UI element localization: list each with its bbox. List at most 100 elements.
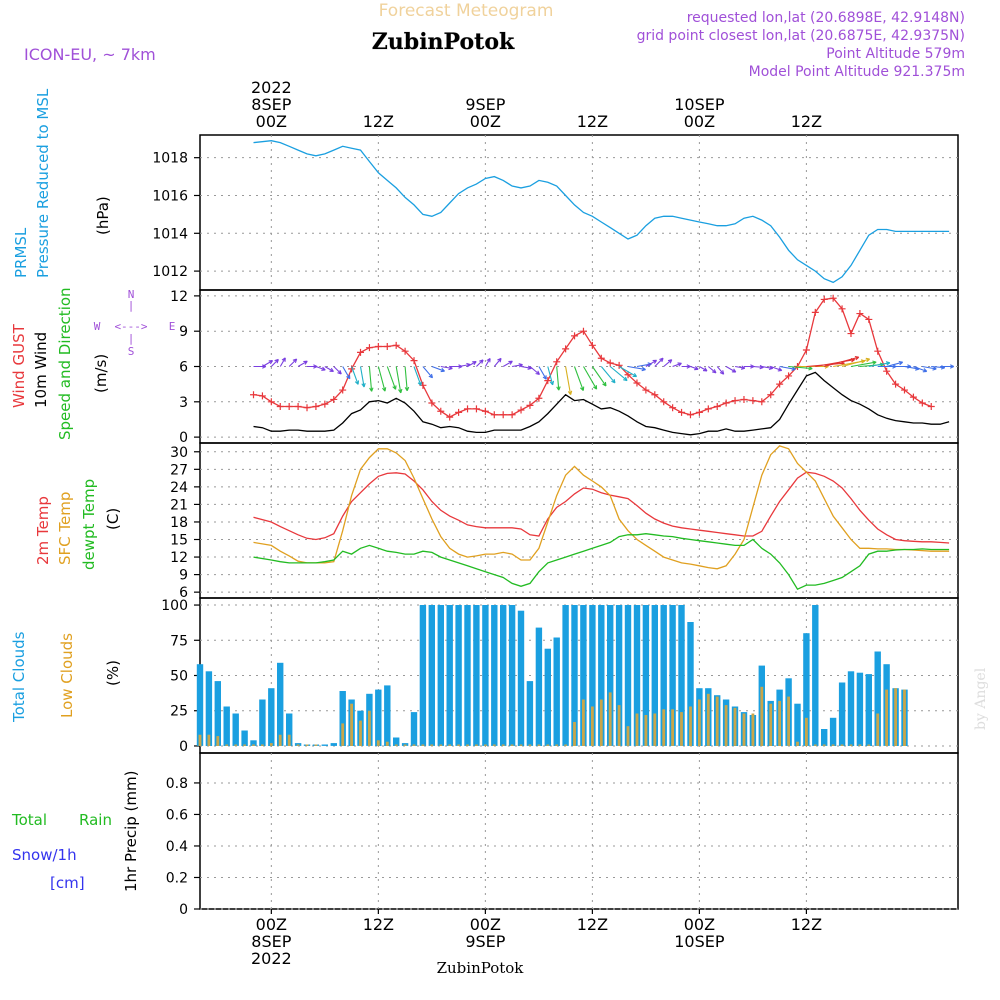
gust-marker — [303, 404, 311, 412]
low-cloud-bar — [617, 705, 621, 746]
low-cloud-bar — [492, 744, 496, 746]
wind-arrow — [618, 366, 638, 378]
panel-0: 1012 1014 1016 1018 — [152, 134, 959, 291]
gust-marker — [927, 403, 935, 411]
gust-marker — [294, 403, 302, 411]
low-cloud-bar — [751, 713, 755, 746]
gust-marker — [258, 392, 266, 400]
total-cloud-bar — [259, 699, 266, 746]
total-cloud-bar — [455, 605, 462, 746]
wind-arrow — [645, 359, 658, 367]
gust-marker — [499, 411, 507, 419]
low-cloud-bar — [376, 740, 380, 746]
gust-marker — [829, 294, 837, 302]
low-cloud-bar — [501, 744, 505, 746]
low-cloud-bar — [787, 696, 790, 746]
total-cloud-bar — [651, 605, 658, 746]
low-cloud-bar — [243, 744, 246, 746]
low-cloud-bar — [698, 699, 701, 746]
series-line — [253, 471, 950, 544]
wind-arrow — [627, 365, 646, 372]
gust-marker — [437, 407, 445, 415]
wind-arrow — [324, 366, 334, 373]
gust-marker — [865, 315, 873, 323]
compass-east: E — [169, 320, 176, 333]
wind-arrow — [654, 357, 664, 367]
low-cloud-bar — [644, 715, 648, 746]
low-cloud-bar — [359, 720, 362, 746]
total-cloud-bar — [526, 681, 534, 746]
wind-arrow — [752, 364, 764, 370]
time-label-top: 12Z — [791, 112, 822, 131]
gust-marker — [624, 371, 632, 379]
gust-marker — [597, 354, 605, 362]
wind-arrow — [538, 366, 547, 380]
gust-marker — [464, 405, 472, 413]
gust-marker — [544, 377, 552, 385]
total-cloud-bar — [500, 605, 507, 746]
wind-arrow — [591, 366, 607, 387]
y-tick-label: 0.8 — [166, 776, 188, 792]
y-tick-label: 50 — [170, 669, 188, 685]
precip-label-rain: Rain — [79, 811, 112, 829]
wind-arrow — [493, 357, 502, 367]
y-tick-label: 15 — [170, 533, 188, 549]
low-cloud-bar — [626, 726, 630, 746]
wind-arrow — [413, 366, 422, 386]
low-cloud-bar — [350, 703, 353, 746]
gust-marker — [526, 401, 534, 409]
time-label-top: 00Z — [470, 112, 501, 131]
low-cloud-bar — [261, 744, 264, 746]
total-cloud-bar — [482, 605, 489, 746]
pressure-axis-labels: PRMSL Pressure Reduced to MSL (hPa) — [12, 88, 112, 278]
total-cloud-bar — [580, 605, 587, 746]
closest-point: grid point closest lon,lat (20.6875E, 42… — [637, 28, 965, 44]
compass-west: W — [94, 320, 101, 333]
gust-marker — [660, 398, 668, 406]
panel-frame — [199, 752, 959, 910]
y-tick-label: 0 — [179, 430, 188, 446]
gust-marker — [588, 341, 596, 349]
low-cloud-bar — [662, 709, 666, 746]
total-cloud-bar — [330, 743, 337, 746]
requested-point: requested lon,lat (20.6898E, 42.9148N) — [687, 10, 965, 26]
total-cloud-bar — [428, 605, 435, 746]
footer-location: ZubinPotok — [437, 959, 525, 977]
gust-marker — [633, 379, 641, 387]
total-cloud-bar — [553, 637, 560, 746]
wind-arrow — [600, 366, 616, 384]
gust-marker — [686, 411, 694, 419]
gust-marker — [339, 386, 347, 394]
gust-marker — [740, 395, 748, 403]
time-label-top: 12Z — [363, 112, 394, 131]
low-cloud-bar — [269, 743, 273, 746]
wind-arrow — [699, 366, 708, 372]
low-cloud-bar — [831, 744, 835, 746]
low-cloud-bar — [403, 744, 407, 746]
wind-arrow — [359, 366, 366, 388]
point-altitude: Point Altitude 579m — [826, 46, 965, 62]
low-cloud-bar — [724, 705, 728, 746]
y-tick-label: 18 — [170, 515, 188, 531]
wind-arrow — [502, 360, 513, 367]
low-cloud-bar — [885, 689, 888, 746]
wind-arrow — [850, 360, 877, 368]
temp-unit: (C) — [104, 508, 122, 530]
gust-marker — [365, 344, 373, 352]
time-label-bottom: 00Z — [684, 915, 715, 934]
total-cloud-bar — [812, 605, 819, 746]
panel-frame — [199, 134, 959, 291]
time-label-top: 9SEP — [465, 95, 505, 114]
total-cloud-bar — [838, 682, 846, 746]
wind-arrow — [681, 364, 691, 369]
gust-marker — [678, 408, 686, 416]
y-tick-label: 0.2 — [166, 870, 188, 886]
precip-unit: 1hr Precip (mm) — [122, 771, 140, 892]
low-cloud-bar — [510, 744, 514, 746]
wind-arrow — [315, 365, 326, 371]
gust-marker — [883, 367, 891, 375]
low-cloud-bar — [216, 736, 220, 746]
low-cloud-bar — [822, 744, 826, 746]
